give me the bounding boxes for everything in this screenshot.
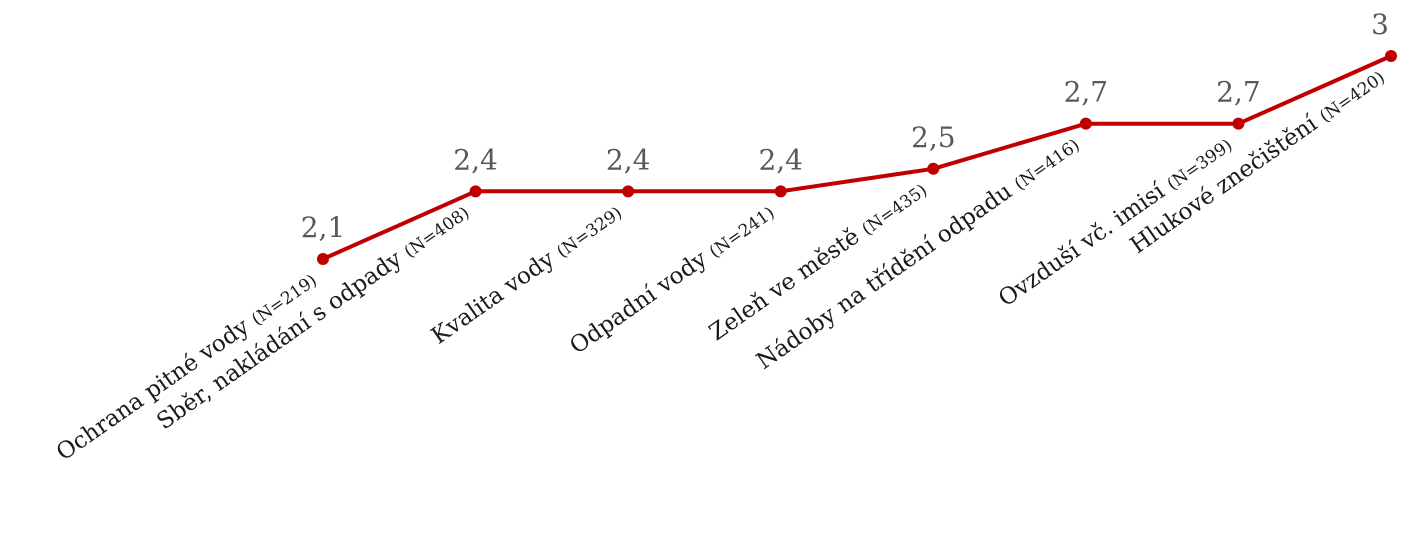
data-label-7: 2,7: [1216, 76, 1261, 109]
category-label-7: Ovzduší vč. imisí (N=399): [994, 131, 1237, 312]
category-n: (N=435): [858, 180, 931, 239]
category-name: Kvalita vody: [427, 242, 565, 350]
series-line: [322, 54, 1392, 261]
data-point-1: [317, 253, 329, 265]
data-point-3: [622, 185, 635, 198]
category-n: (N=408): [401, 203, 474, 262]
data-label-6: 2,7: [1064, 76, 1109, 109]
data-marker-layer: [317, 50, 1397, 265]
category-n: (N=329): [553, 203, 626, 262]
svg-text:Ovzduší vč. imisí (N=399): Ovzduší vč. imisí (N=399): [994, 131, 1237, 312]
svg-text:Ochrana pitné vody (N=219): Ochrana pitné vody (N=219): [52, 267, 322, 467]
data-label-5: 2,5: [911, 121, 956, 154]
data-point-6: [1079, 117, 1092, 130]
category-label-1: Ochrana pitné vody (N=219): [52, 267, 322, 467]
data-label-1: 2,1: [301, 211, 346, 244]
category-n: (N=241): [706, 203, 779, 262]
data-label-3: 2,4: [606, 143, 651, 176]
data-label-4: 2,4: [758, 143, 803, 176]
data-label-8: 3: [1371, 8, 1389, 41]
data-label-2: 2,4: [453, 143, 498, 176]
category-name: Sběr, nakládání s odpady: [152, 242, 412, 435]
data-point-7: [1232, 117, 1245, 130]
data-point-4: [774, 185, 787, 198]
category-n: (N=420): [1316, 68, 1389, 127]
data-point-5: [927, 162, 940, 175]
series-line-layer: [322, 54, 1392, 261]
data-label-layer: 2,1 2,4 2,4 2,4 2,5 2,7 2,7 3: [301, 8, 1389, 244]
data-point-2: [469, 185, 482, 198]
data-point-8: [1385, 50, 1397, 62]
category-name: Odpadní vody: [565, 242, 718, 360]
